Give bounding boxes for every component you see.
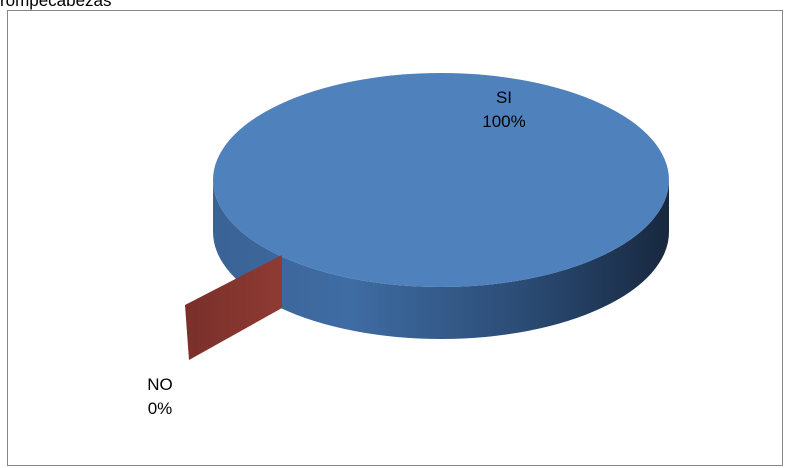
pie-slice-si-side	[213, 180, 669, 339]
chart-caption: rompecabezas	[0, 0, 112, 10]
data-label-no-percent: 0%	[147, 399, 173, 418]
data-label-no-category: NO	[147, 375, 173, 394]
data-label-si: SI 100%	[468, 86, 540, 134]
data-label-si-percent: 100%	[482, 112, 526, 131]
data-label-no: NO 0%	[130, 373, 190, 421]
data-label-si-category: SI	[495, 88, 513, 107]
pie-slice-si-top	[213, 73, 669, 287]
pie-slice-no	[185, 255, 282, 360]
